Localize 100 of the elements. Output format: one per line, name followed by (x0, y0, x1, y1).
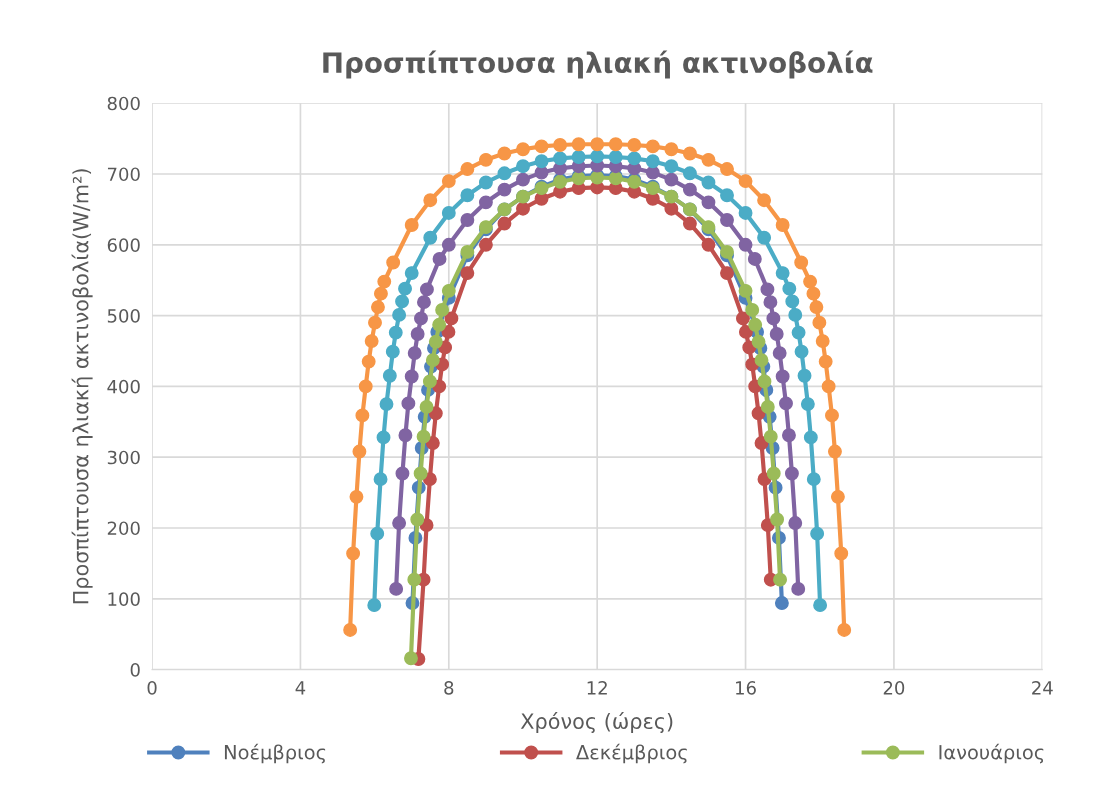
point (423, 230, 438, 245)
point (748, 317, 763, 332)
x-tick-label: 20 (883, 681, 905, 695)
point (368, 315, 382, 330)
point (738, 283, 753, 298)
point (355, 408, 370, 423)
point (664, 172, 679, 187)
chart-title: Προσπίπτουσα ηλιακή ακτινοβολία (323, 50, 873, 79)
point (497, 182, 512, 197)
point (423, 193, 438, 208)
point (720, 266, 734, 281)
y-tick-label: 100 (108, 592, 140, 606)
point (460, 188, 475, 203)
point (763, 295, 778, 310)
point (745, 302, 760, 317)
point (773, 572, 787, 587)
point (720, 188, 734, 203)
point (425, 436, 440, 450)
x-axis-title: Χρόνος (ώρες) (520, 712, 673, 734)
y-axis-title: Προσπίπτουσα ηλιακή ακτινοβολία(W/m²) (71, 169, 93, 604)
point (379, 397, 394, 412)
point (701, 175, 716, 190)
point (388, 325, 403, 340)
point (837, 623, 852, 637)
point (370, 526, 385, 541)
point (608, 150, 623, 164)
point (497, 146, 512, 161)
point (346, 546, 361, 561)
point (806, 472, 821, 487)
point (825, 408, 839, 423)
point (516, 201, 530, 216)
point (404, 266, 419, 281)
point (428, 406, 443, 421)
point (664, 159, 679, 174)
point (516, 142, 530, 157)
y-tick-label: 600 (107, 238, 140, 252)
point (827, 444, 842, 459)
y-tick-label: 400 (107, 379, 140, 394)
y-tick-label: 700 (107, 167, 140, 182)
x-tick-label: 8 (444, 681, 454, 695)
point (788, 516, 803, 530)
point (775, 369, 790, 384)
point (441, 174, 456, 189)
point (407, 346, 422, 361)
point (553, 151, 568, 166)
point (428, 334, 443, 349)
point (571, 150, 586, 164)
point (432, 317, 447, 332)
y-tick-label: 200 (107, 521, 140, 536)
point (682, 216, 697, 231)
point (682, 182, 697, 197)
x-tick-label: 4 (295, 681, 306, 695)
point (497, 216, 512, 231)
point (754, 353, 769, 368)
point (803, 430, 818, 445)
point (444, 311, 459, 326)
point (757, 374, 772, 389)
point (373, 472, 388, 487)
point (361, 354, 376, 369)
point (736, 311, 750, 326)
point (460, 162, 475, 176)
point (358, 379, 373, 394)
point (410, 512, 425, 527)
point (813, 598, 828, 613)
point (497, 166, 512, 181)
point (809, 300, 824, 315)
point (720, 244, 734, 259)
point (830, 489, 845, 504)
point (460, 213, 475, 227)
point (349, 489, 364, 504)
point (627, 151, 642, 166)
point (760, 282, 775, 297)
point (410, 327, 425, 341)
point (417, 295, 431, 310)
legend-label: Νοέμβριος (224, 743, 326, 764)
point (751, 334, 766, 349)
point (414, 311, 428, 326)
point (720, 162, 734, 176)
point (404, 218, 419, 232)
point (766, 311, 781, 326)
point (738, 324, 753, 339)
y-tick-label: 300 (107, 450, 140, 465)
point (419, 282, 434, 297)
point (395, 294, 410, 309)
point (608, 137, 623, 152)
point (818, 354, 833, 369)
point (516, 172, 530, 187)
point (682, 146, 697, 161)
point (794, 344, 809, 359)
point (720, 213, 734, 227)
point (779, 396, 793, 411)
point (760, 399, 775, 414)
point (373, 286, 388, 301)
x-tick-label: 24 (1032, 681, 1053, 695)
point (757, 193, 772, 208)
point (407, 572, 422, 587)
point (757, 230, 772, 245)
point (774, 596, 789, 610)
point (775, 266, 790, 281)
point (645, 154, 660, 169)
